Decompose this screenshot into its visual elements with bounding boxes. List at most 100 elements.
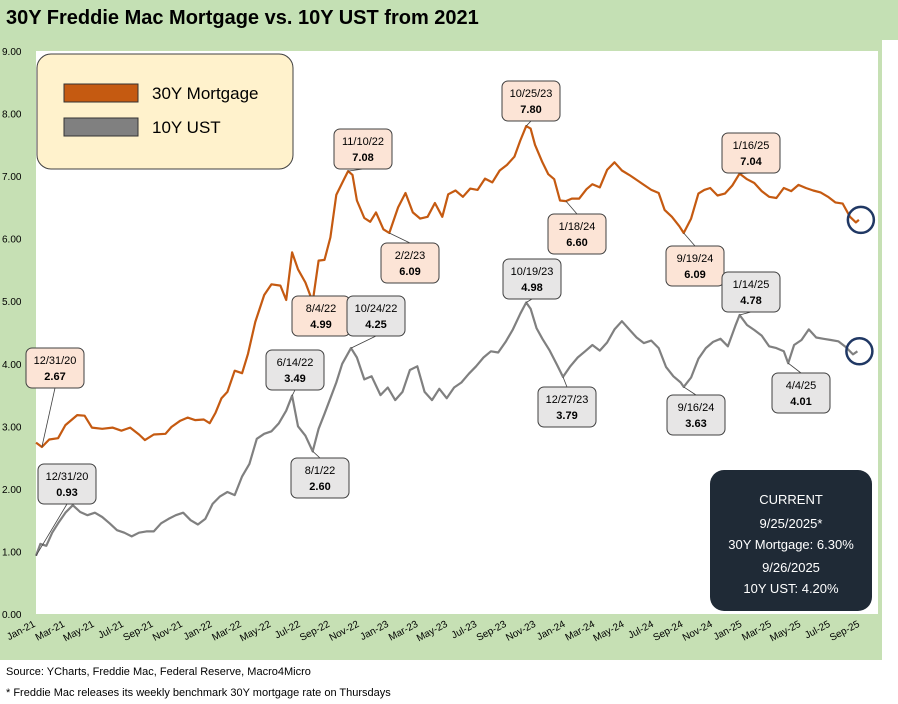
callout-leader — [683, 386, 697, 396]
callout-value: 0.93 — [56, 487, 77, 499]
callout-value: 2.60 — [309, 481, 330, 493]
current-date-2: 9/26/2025 — [762, 560, 820, 575]
callout-value: 7.80 — [520, 104, 541, 116]
callout-box — [346, 295, 406, 337]
callout-date: 12/31/20 — [46, 471, 89, 483]
callout-date: 1/16/25 — [733, 140, 770, 152]
callout-value: 4.01 — [790, 396, 811, 408]
callout-leader — [350, 335, 377, 349]
current-date-1: 9/25/2025* — [760, 516, 823, 531]
ust-callout: 9/16/24 3.63 — [666, 386, 726, 436]
callout-box — [665, 245, 725, 287]
legend-swatch-30y-mortgage — [63, 83, 139, 103]
latest-value-marker — [845, 337, 874, 366]
callout-value: 4.98 — [521, 282, 542, 294]
footnote: * Freddie Mac releases its weekly benchm… — [6, 687, 391, 699]
callout-date: 12/31/20 — [34, 355, 77, 367]
y-tick-label: 7.00 — [2, 172, 22, 183]
title-bar: 30Y Freddie Mac Mortgage vs. 10Y UST fro… — [0, 0, 898, 40]
callout-box — [666, 394, 726, 436]
mortgage-callout: 10/25/23 7.80 — [501, 80, 561, 127]
callout-box — [771, 372, 831, 414]
callout-leader — [525, 298, 533, 303]
current-panel — [710, 470, 872, 611]
ust-callout: 8/1/22 2.60 — [290, 451, 350, 499]
callout-leader — [787, 362, 802, 374]
callout-leader — [41, 387, 56, 448]
callout-box — [501, 80, 561, 122]
callout-leader — [565, 200, 578, 215]
current-markers — [845, 205, 876, 366]
mortgage-callout: 2/2/23 6.09 — [380, 232, 440, 284]
callout-box — [547, 213, 607, 255]
legend-label: 10Y UST — [152, 118, 221, 137]
y-tick-label: 8.00 — [2, 110, 22, 121]
chart-canvas: 0.00 1.00 2.00 3.00 4.00 5.00 6.00 7.00 8.00 9.00… — [0, 40, 882, 664]
series-line-10y-ust — [34, 301, 859, 557]
y-tick-label: 2.00 — [2, 485, 22, 496]
mortgage-callout: 1/16/25 7.04 — [721, 132, 781, 175]
callout-value: 3.63 — [685, 418, 706, 430]
y-tick-label: 6.00 — [2, 235, 22, 246]
callout-date: 8/4/22 — [306, 303, 337, 315]
current-heading: CURRENT — [759, 492, 823, 507]
ust-callout: 12/31/20 0.93 — [35, 463, 97, 557]
callout-date: 9/16/24 — [678, 402, 715, 414]
callout-date: 9/19/24 — [677, 253, 714, 265]
callout-box — [37, 463, 97, 505]
callout-box — [721, 271, 781, 313]
series-line-30y-mortgage — [35, 124, 860, 449]
callout-box — [502, 258, 562, 300]
legend: 30Y Mortgage 10Y UST — [36, 53, 294, 170]
callout-leader — [35, 503, 68, 557]
callout-leader — [683, 232, 696, 247]
chart-title: 30Y Freddie Mac Mortgage vs. 10Y UST fro… — [6, 7, 479, 29]
y-tick-label: 0.00 — [2, 610, 22, 621]
callout-box — [380, 242, 440, 284]
callout-date: 2/2/23 — [395, 250, 426, 262]
callout-value: 4.25 — [365, 319, 386, 331]
callout-value: 7.08 — [352, 152, 373, 164]
callout-box — [333, 128, 393, 170]
mortgage-callout: 1/18/24 6.60 — [547, 200, 607, 255]
callout-date: 1/14/25 — [733, 279, 770, 291]
callout-date: 10/24/22 — [355, 303, 398, 315]
callout-value: 7.04 — [740, 156, 762, 168]
current-box: CURRENT 9/25/2025* 30Y Mortgage: 6.30% 9/26… — [710, 470, 872, 611]
mortgage-callout: 9/19/24 6.09 — [665, 232, 725, 287]
callout-leader — [525, 120, 532, 127]
callout-date: 6/14/22 — [277, 357, 314, 369]
callout-leader — [562, 376, 568, 388]
callout-date: 1/18/24 — [559, 221, 596, 233]
y-tick-label: 4.00 — [2, 360, 22, 371]
ust-callout: 10/24/22 4.25 — [346, 295, 406, 349]
callout-value: 6.09 — [684, 269, 705, 281]
ust-callout: 4/4/25 4.01 — [771, 362, 831, 414]
current-ust-line: 10Y UST: 4.20% — [743, 581, 839, 596]
callout-value: 4.78 — [740, 295, 761, 307]
callout-value: 6.60 — [566, 237, 587, 249]
callout-date: 10/19/23 — [511, 266, 554, 278]
callout-date: 10/25/23 — [510, 88, 553, 100]
callout-leader — [389, 232, 411, 244]
callout-value: 4.99 — [310, 319, 331, 331]
legend-swatch-10y-ust — [63, 117, 139, 137]
legend-box — [36, 53, 294, 170]
callout-value: 3.49 — [284, 373, 305, 385]
callout-date: 8/1/22 — [305, 465, 336, 477]
ust-callout: 6/14/22 3.49 — [265, 349, 325, 396]
y-axis: 0.00 1.00 2.00 3.00 4.00 5.00 6.00 7.00 8.00 9.00 — [2, 47, 22, 621]
y-tick-label: 3.00 — [2, 422, 22, 433]
current-mortgage-line: 30Y Mortgage: 6.30% — [728, 537, 854, 552]
mortgage-callout: 8/4/22 4.99 — [291, 295, 351, 337]
callout-box — [25, 347, 85, 389]
series-lines — [34, 124, 860, 557]
callout-box — [265, 349, 325, 391]
latest-value-marker — [846, 205, 876, 235]
callout-date: 12/27/23 — [546, 394, 589, 406]
callout-value: 2.67 — [44, 371, 65, 383]
callout-value: 3.79 — [556, 410, 577, 422]
callout-date: 11/10/22 — [342, 136, 384, 148]
callout-date: 4/4/25 — [786, 380, 817, 392]
ust-callout: 12/27/23 3.79 — [537, 376, 597, 428]
